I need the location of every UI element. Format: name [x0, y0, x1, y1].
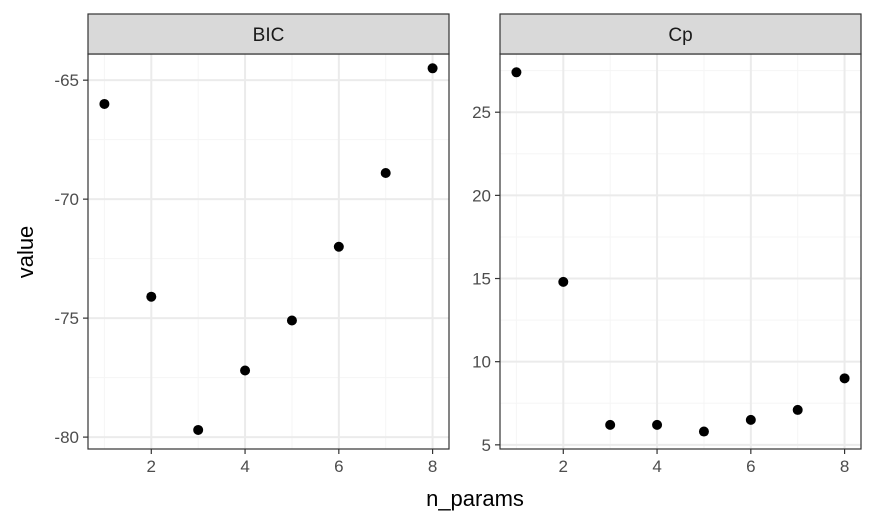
facet-strip-label: BIC	[253, 25, 285, 46]
y-tick-label: -65	[54, 71, 79, 90]
facet-strip	[87, 13, 450, 55]
data-point	[511, 67, 522, 78]
data-point	[193, 424, 204, 435]
data-point	[380, 167, 391, 178]
data-point	[99, 98, 110, 109]
y-tick-label: -70	[54, 190, 79, 209]
x-tick-label: 8	[840, 457, 849, 476]
facet-strip-label: Cp	[668, 25, 692, 46]
y-tick-label: 10	[472, 353, 491, 372]
data-point	[240, 365, 251, 376]
facet-strip	[499, 13, 862, 55]
panel-background	[88, 54, 449, 449]
data-point	[652, 419, 663, 430]
data-point	[146, 291, 157, 302]
y-tick-label: 25	[472, 103, 491, 122]
panel-bic: BIC 2 4 6 8 -80 -75 -70 -65	[54, 13, 450, 476]
y-tick-label: -80	[54, 428, 79, 447]
data-point	[605, 419, 616, 430]
data-point	[792, 404, 803, 415]
x-tick-label: 8	[428, 457, 437, 476]
data-point	[698, 426, 709, 437]
x-tick-label: 4	[652, 457, 661, 476]
x-tick-label: 6	[746, 457, 755, 476]
x-tick-label: 4	[240, 457, 249, 476]
y-tick-label: -75	[54, 309, 79, 328]
x-tick-label: 2	[147, 457, 156, 476]
data-point	[286, 315, 297, 326]
panels-layer: BIC 2 4 6 8 -80 -75 -70 -65 Cp 2 4 6 8 5 10 15 20 25	[54, 13, 862, 476]
y-axis-title: value	[13, 226, 38, 279]
x-axis-title: n_params	[426, 486, 524, 511]
y-tick-label: 20	[472, 186, 491, 205]
data-point	[558, 276, 569, 287]
x-tick-label: 2	[559, 457, 568, 476]
data-point	[745, 414, 756, 425]
panel-background	[500, 54, 861, 449]
x-tick-label: 6	[334, 457, 343, 476]
y-tick-label: 5	[482, 436, 491, 455]
data-point	[333, 241, 344, 252]
data-point	[427, 63, 438, 74]
data-point	[839, 373, 850, 384]
y-tick-label: 15	[472, 270, 491, 289]
panel-cp: Cp 2 4 6 8 5 10 15 20 25	[472, 13, 862, 476]
